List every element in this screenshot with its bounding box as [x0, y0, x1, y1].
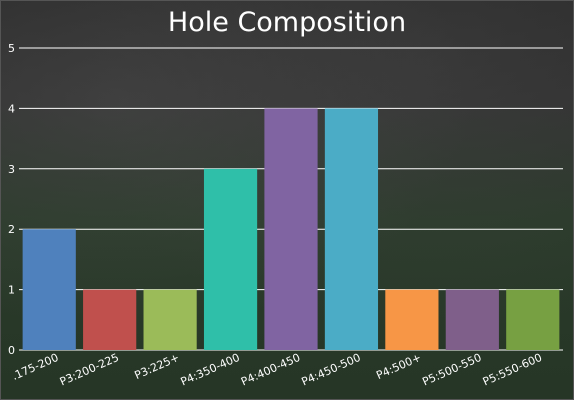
chart-title: Hole Composition: [167, 7, 407, 38]
y-tick-label: 0: [8, 344, 15, 357]
y-tick-label: 3: [8, 163, 15, 176]
bar-.175-200: [22, 229, 76, 350]
x-tick-label: .175-200: [10, 351, 60, 383]
bar-P3:225+: [143, 289, 197, 350]
bar-P4:400-450: [264, 108, 318, 351]
x-tick-label: P4:450-500: [300, 351, 363, 389]
bar-P4:450-500: [324, 108, 379, 351]
x-tick-label: P3:225+: [133, 351, 182, 382]
x-tick-label: P5:550-600: [481, 351, 544, 389]
y-tick-label: 5: [8, 42, 15, 55]
x-tick-label: P4:400-450: [239, 351, 302, 389]
y-tick-label: 2: [8, 223, 15, 236]
bar-P5:550-600: [506, 289, 560, 350]
bar-P5:500-550: [445, 289, 499, 350]
bar-P4:500+: [385, 289, 439, 350]
y-tick-label: 4: [8, 102, 15, 115]
x-tick-label: P4:500+: [374, 351, 423, 382]
bar-P4:350-400: [203, 168, 258, 350]
x-tick-label: P3:200-225: [58, 351, 121, 389]
bar-P3:200-225: [83, 289, 137, 350]
y-tick-label: 1: [8, 284, 15, 297]
x-tick-label: P5:500-550: [420, 351, 483, 389]
x-tick-label: P4:350-400: [179, 351, 242, 389]
